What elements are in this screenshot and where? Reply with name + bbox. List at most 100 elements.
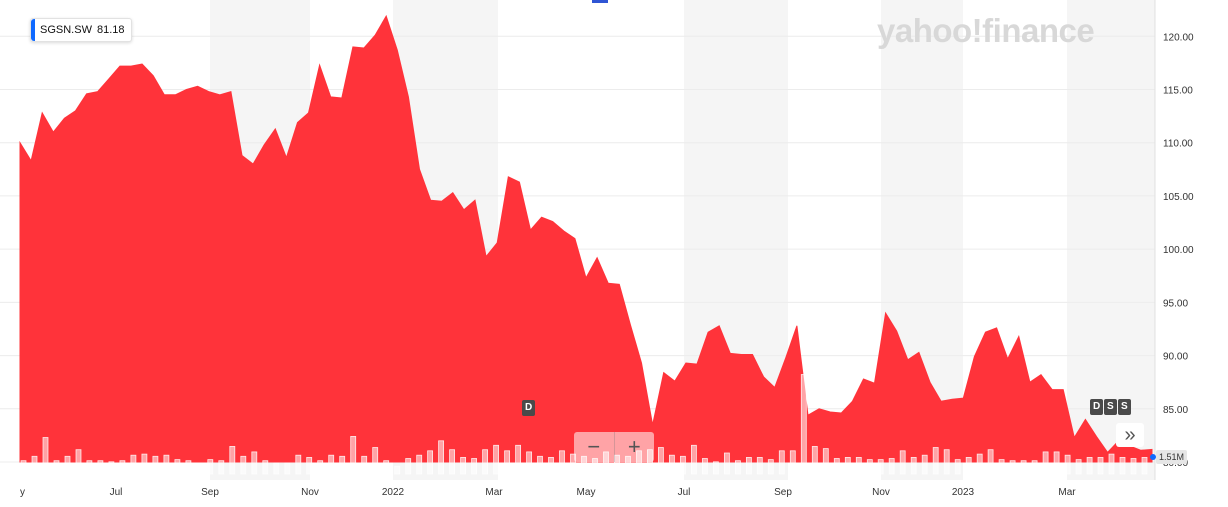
volume-bar [669, 454, 675, 475]
volume-bar [53, 460, 60, 475]
volume-bar [855, 456, 862, 475]
volume-bar [746, 456, 752, 475]
event-marker-s1[interactable]: S [1104, 399, 1117, 415]
volume-bar [504, 450, 511, 475]
x-tick-label: Nov [872, 487, 890, 498]
x-tick-label: Mar [1058, 487, 1076, 498]
volume-tag: 1.51M [1156, 450, 1188, 464]
volume-bar [174, 459, 181, 475]
x-tick-label: Sep [774, 487, 792, 498]
volume-bar [295, 454, 302, 475]
ticker-symbol: SGSN.SW [40, 24, 92, 36]
dividend-marker[interactable]: D [522, 400, 536, 416]
series-color-swatch [31, 19, 35, 41]
volume-bar [42, 437, 49, 475]
price-area-series [19, 14, 1153, 463]
volume-bar [119, 460, 126, 475]
volume-bar [1009, 460, 1016, 475]
x-tick-label: Nov [301, 487, 319, 498]
x-tick-label: 2022 [382, 487, 405, 498]
volume-bar [427, 450, 434, 475]
y-tick-label: 105.00 [1163, 192, 1194, 203]
y-tick-label: 120.00 [1163, 32, 1194, 43]
volume-bar [1086, 456, 1093, 475]
volume-bar [86, 460, 93, 475]
volume-bar [449, 449, 456, 475]
volume-bar [822, 448, 829, 475]
volume-bar [306, 456, 313, 475]
volume-bar [20, 460, 27, 475]
last-price-dot [1150, 454, 1156, 460]
x-tick-label: Jul [678, 487, 691, 498]
volume-bar [383, 460, 390, 475]
ticker-legend[interactable]: SGSN.SW 81.18 [30, 18, 133, 42]
volume-bar [350, 435, 357, 475]
x-tick-label: Jul [110, 487, 123, 498]
event-marker-d[interactable]: D [1090, 399, 1104, 415]
volume-bar [262, 460, 269, 475]
volume-bar [680, 455, 686, 475]
volume-bar [713, 461, 719, 475]
plus-icon[interactable]: + [627, 434, 641, 459]
volume-bar [328, 454, 335, 475]
volume-bar [1042, 451, 1049, 475]
y-tick-label: 100.00 [1163, 245, 1194, 256]
volume-bar [108, 461, 115, 475]
volume-bar [482, 449, 489, 475]
volume-bar [185, 460, 192, 475]
x-axis-tick-labels: y Jul Sep Nov 2022 Mar May Jul Sep Nov 2023 Mar [20, 487, 1076, 498]
volume-bar [735, 460, 741, 475]
volume-bar [767, 459, 774, 475]
volume-bar [833, 458, 840, 475]
volume-bar [921, 454, 928, 475]
volume-bar [152, 455, 159, 475]
volume-bar [229, 445, 236, 475]
volume-bar [943, 449, 950, 475]
price-area-layer [19, 14, 1153, 463]
volume-bar [866, 459, 873, 475]
volume-bar [1064, 454, 1071, 475]
volume-bar [1031, 460, 1038, 475]
double-chevron-right-icon[interactable]: » [1116, 423, 1144, 447]
volume-bar [361, 455, 368, 475]
volume-bar [570, 453, 576, 475]
volume-bar [64, 455, 71, 475]
volume-bar [1053, 451, 1060, 475]
volume-bar [515, 444, 521, 475]
volume-bar [537, 455, 543, 475]
volume-bar [394, 465, 401, 475]
y-axis-tick-labels: 80.0085.0090.0095.00100.00105.00110.0011… [1163, 32, 1194, 469]
volume-bar [526, 451, 532, 475]
volume-bar [405, 458, 412, 475]
x-tick-label: Sep [201, 487, 219, 498]
volume-bar [1119, 456, 1126, 475]
y-tick-label: 115.00 [1163, 86, 1193, 97]
volume-bar [998, 459, 1005, 475]
volume-bar [273, 462, 280, 475]
x-tick-label: Mar [485, 487, 503, 498]
volume-bar [987, 449, 994, 475]
volume-bar [844, 456, 851, 475]
minus-icon[interactable]: − [587, 434, 601, 459]
volume-bar [218, 460, 225, 475]
volume-bar [460, 456, 467, 475]
volume-bar [75, 449, 82, 475]
volume-bar [658, 447, 664, 475]
event-marker-s2[interactable]: S [1118, 399, 1131, 415]
y-tick-label: 110.00 [1163, 139, 1193, 150]
range-selector-indicator [592, 0, 608, 3]
zoom-controls: − + [574, 432, 654, 462]
x-tick-label: 2023 [952, 487, 975, 498]
zoom-divider [613, 432, 615, 462]
volume-bar [877, 459, 884, 475]
y-tick-label: 95.00 [1163, 298, 1188, 309]
volume-bar [559, 450, 565, 475]
volume-bar [1020, 460, 1027, 475]
volume-bar [438, 440, 445, 475]
volume-bar [1097, 456, 1104, 475]
volume-bar [196, 462, 203, 475]
volume-bar [1130, 458, 1137, 475]
volume-bar [471, 458, 478, 475]
x-tick-label: y [20, 487, 25, 498]
